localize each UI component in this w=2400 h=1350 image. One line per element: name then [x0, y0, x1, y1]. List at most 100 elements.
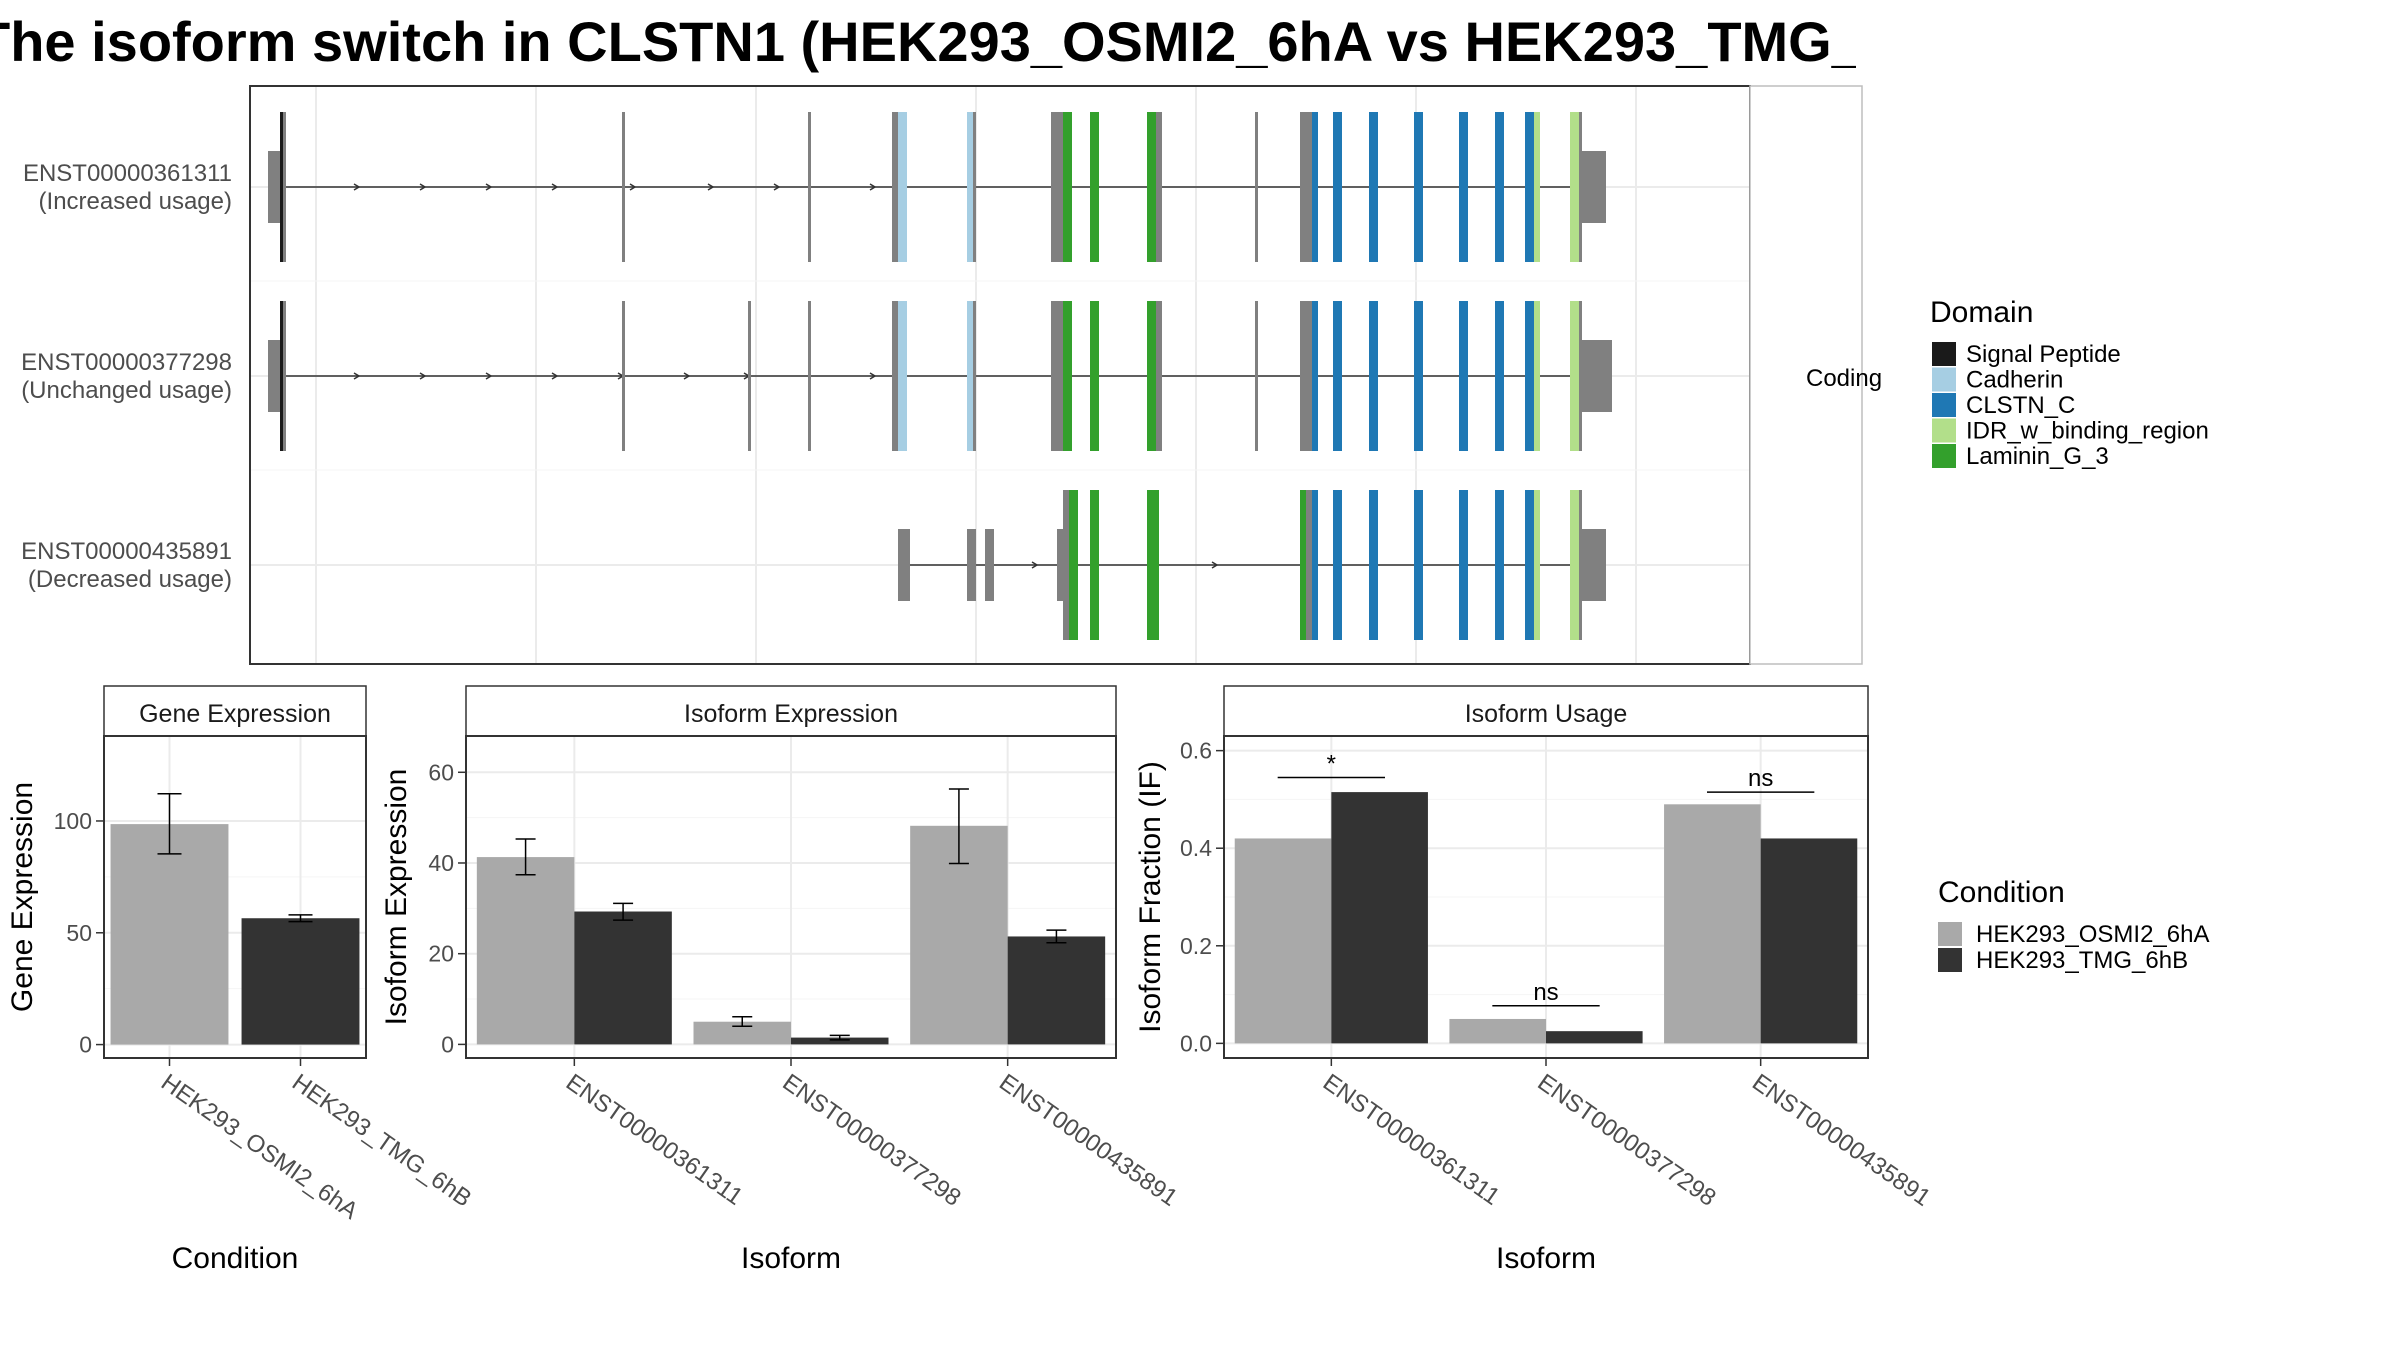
- bar: [476, 857, 575, 1045]
- y-tick-label: 40: [428, 850, 454, 876]
- domain-segment: [1525, 301, 1534, 451]
- error-bar: [613, 902, 634, 921]
- isoform-label: ENST00000377298: [21, 349, 232, 376]
- legend-key: [1932, 342, 1956, 366]
- isoform-label: ENST00000361311: [23, 160, 232, 187]
- legend-label: Cadherin: [1966, 367, 2063, 394]
- domain-segment: [1369, 490, 1378, 640]
- panel-strip: [103, 685, 367, 737]
- intron-arrow: [1031, 561, 1039, 569]
- domain-segment: [1333, 490, 1342, 640]
- exon-coding: [1306, 490, 1312, 640]
- domain-legend-title: Domain: [1930, 296, 2033, 329]
- bar: [1449, 1018, 1546, 1044]
- domain-segment: [1459, 112, 1468, 262]
- exon-coding: [283, 112, 286, 262]
- exon-coding: [622, 112, 625, 262]
- intron-arrow: [707, 183, 715, 191]
- intron-arrow: [869, 183, 877, 191]
- legend-label: Signal Peptide: [1966, 341, 2121, 368]
- error-bar: [288, 914, 313, 923]
- bar: [574, 911, 672, 1045]
- exon-coding: [1051, 301, 1063, 451]
- legend-key: [1932, 444, 1956, 468]
- exon-coding: [748, 301, 751, 451]
- domain-segment: [1525, 112, 1534, 262]
- exon-coding: [1051, 112, 1063, 262]
- exon-coding: [1255, 112, 1258, 262]
- x-axis-title: Isoform: [741, 1242, 841, 1275]
- error-bar: [515, 838, 536, 876]
- domain-segment: [898, 301, 907, 451]
- y-axis-title: Isoform Fraction (IF): [1134, 761, 1167, 1033]
- domain-segment: [1147, 301, 1156, 451]
- legend-key: [1938, 948, 1962, 972]
- intron-arrow: [1211, 561, 1219, 569]
- isoform-usage-label: (Unchanged usage): [21, 377, 232, 404]
- legend-label: HEK293_OSMI2_6hA: [1976, 921, 2209, 948]
- y-tick-label: 50: [66, 920, 92, 946]
- y-tick-label: 100: [54, 808, 92, 834]
- domain-segment: [1534, 490, 1540, 640]
- exon-coding: [1156, 301, 1162, 451]
- domain-segment: [1069, 490, 1078, 640]
- y-tick-label: 0.6: [1180, 738, 1212, 764]
- panel-strip: [1223, 685, 1869, 737]
- domain-segment: [1495, 490, 1504, 640]
- y-axis-title: Gene Expression: [6, 782, 39, 1012]
- domain-segment: [1147, 490, 1159, 640]
- domain-segment: [1495, 301, 1504, 451]
- panel-strip: [465, 685, 1117, 737]
- y-tick-label: 0.4: [1180, 835, 1212, 861]
- exon-utr: [985, 529, 994, 601]
- exon-utr: [898, 529, 910, 601]
- domain-segment: [1414, 112, 1423, 262]
- exon-coding: [1579, 490, 1582, 640]
- legend-key: [1938, 922, 1962, 946]
- exon-utr: [268, 151, 280, 223]
- panel-title: Isoform Expression: [684, 700, 898, 728]
- bar: [693, 1021, 791, 1045]
- bar: [1331, 792, 1428, 1044]
- domain-segment: [1147, 112, 1156, 262]
- exon-utr: [1582, 529, 1606, 601]
- intron-arrow: [551, 372, 559, 380]
- intron-arrow: [419, 183, 427, 191]
- exon-coding: [1063, 490, 1069, 640]
- exon-coding: [1579, 112, 1582, 262]
- x-tick-label: ENST00000435891: [1747, 1069, 1935, 1212]
- y-tick-label: 0: [79, 1032, 92, 1058]
- domain-segment: [1459, 490, 1468, 640]
- intron-arrow: [773, 183, 781, 191]
- bar: [791, 1037, 889, 1045]
- condition-legend-title: Condition: [1938, 876, 2065, 909]
- y-tick-label: 60: [428, 759, 454, 785]
- domain-segment: [898, 112, 907, 262]
- exon-utr: [268, 340, 280, 412]
- exon-coding: [1300, 301, 1312, 451]
- bar: [1546, 1031, 1643, 1044]
- x-tick-label: ENST00000361311: [561, 1069, 748, 1211]
- intron-arrow: [419, 372, 427, 380]
- exon-coding: [1255, 301, 1258, 451]
- exon-coding: [808, 112, 811, 262]
- legend-key: [1932, 367, 1956, 392]
- x-axis-title: Condition: [172, 1242, 299, 1275]
- exon-coding: [973, 301, 976, 451]
- intron-arrow: [551, 183, 559, 191]
- isoform-usage-label: (Increased usage): [39, 188, 232, 215]
- y-axis-title: Isoform Expression: [380, 769, 413, 1026]
- exon-coding: [283, 301, 286, 451]
- domain-segment: [1369, 301, 1378, 451]
- isoform-usage-label: (Decreased usage): [28, 566, 232, 593]
- x-tick-label: ENST00000361311: [1318, 1069, 1505, 1211]
- legend-label: CLSTN_C: [1966, 392, 2075, 419]
- domain-segment: [1090, 112, 1099, 262]
- exon-coding: [973, 112, 976, 262]
- intron-arrow: [485, 372, 493, 380]
- domain-segment: [1333, 112, 1342, 262]
- significance-label: ns: [1533, 979, 1558, 1006]
- exon-utr: [1057, 529, 1063, 601]
- bar: [1760, 838, 1858, 1044]
